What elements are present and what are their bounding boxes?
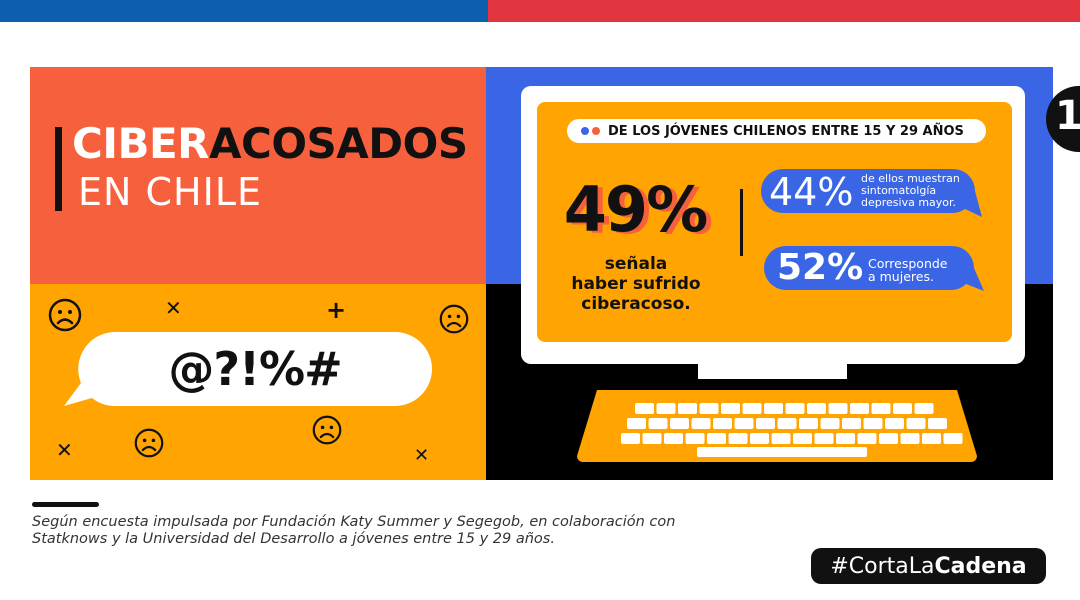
screen-header-text: DE LOS JÓVENES CHILENOS ENTRE 15 Y 29 AÑ… <box>608 123 964 139</box>
bubble-symbols: @?!%# <box>168 342 342 396</box>
keyboard-key <box>857 433 877 444</box>
keyboard-key <box>627 418 646 429</box>
keyboard-key <box>621 433 640 444</box>
stat-bubble-52 <box>764 246 984 291</box>
footer-line: Statknows y la Universidad del Desarroll… <box>32 531 555 547</box>
stat-desc-line: Corresponde <box>868 256 948 271</box>
sad-face-icon <box>48 298 82 332</box>
keyboard-key <box>685 433 705 444</box>
keyboard-key <box>771 433 791 444</box>
main-stat-desc-line: haber sufrido <box>571 274 701 294</box>
top-bar-blue <box>0 0 488 22</box>
keyboard-key <box>648 418 668 429</box>
stat-value-52: 52% <box>777 247 864 288</box>
keyboard-key <box>906 418 926 429</box>
title-part2: ACOSADOS <box>209 119 468 168</box>
stat-desc-44: de ellos muestran sintomatolgía depresiv… <box>861 173 960 209</box>
keyboard-key <box>656 403 676 414</box>
cross-icon: + <box>326 296 347 324</box>
keyboard-key <box>764 403 783 414</box>
blue-dot <box>581 127 589 135</box>
cross-icon: ✕ <box>414 445 430 466</box>
keyboard-key <box>799 418 818 429</box>
main-stat-desc-line: señala <box>604 254 668 274</box>
main-stat-value: 49% <box>563 173 708 246</box>
stat-desc-line: sintomatolgía <box>861 184 937 197</box>
keyboard-key <box>691 418 711 429</box>
title-accent-bar <box>55 127 62 211</box>
keyboard-key <box>750 433 769 444</box>
cross-icon: ✕ <box>56 438 73 462</box>
keyboard-key <box>914 403 934 414</box>
keyboard-key <box>836 433 855 444</box>
cross-icon: ✕ <box>165 296 182 320</box>
keyboard-key <box>879 433 898 444</box>
page-title: CIBERACOSADOS <box>72 120 468 168</box>
keyboard-key <box>850 403 869 414</box>
monitor-stand <box>698 362 847 379</box>
hashtag-badge: #CortaLa Cadena <box>811 548 1046 584</box>
keyboard-key <box>734 418 754 429</box>
keyboard-key <box>707 433 726 444</box>
hashtag-bold: Cadena <box>934 553 1027 579</box>
keyboard-key <box>713 418 732 429</box>
keyboard-key <box>842 418 861 429</box>
stat-desc-line: a mujeres. <box>868 269 934 284</box>
stat-desc-line: depresiva mayor. <box>861 196 957 209</box>
keyboard-key <box>871 403 891 414</box>
stat-bubble-44 <box>761 169 982 217</box>
keyboard-key <box>807 403 826 414</box>
keyboard-key <box>728 433 748 444</box>
keyboard-key <box>893 403 912 414</box>
keyboard-key <box>742 403 762 414</box>
keyboard-key <box>721 403 740 414</box>
stat-desc-line: de ellos muestran <box>861 172 960 185</box>
keyboard-key <box>820 418 840 429</box>
hashtag-prefix: #CortaLa <box>830 553 935 579</box>
page-subtitle: EN CHILE <box>78 170 263 214</box>
title-part1: CIBER <box>72 119 210 168</box>
keyboard-key <box>814 433 834 444</box>
keyboard-key <box>793 433 812 444</box>
keyboard-key <box>828 403 848 414</box>
footer-accent <box>32 502 99 507</box>
sad-face-icon <box>312 415 342 445</box>
title-panel <box>30 67 486 284</box>
keyboard-key <box>642 433 662 444</box>
footer-line: Según encuesta impulsada por Fundación K… <box>32 514 676 530</box>
keyboard-key <box>670 418 689 429</box>
keyboard-key <box>885 418 904 429</box>
keyboard-key <box>943 433 963 444</box>
keyboard-key <box>922 433 941 444</box>
speech-bubble-icon <box>64 332 432 406</box>
keyboard-key <box>863 418 883 429</box>
stat-desc-52: Corresponde a mujeres. <box>868 257 948 283</box>
keyboard-key <box>678 403 697 414</box>
keyboard-key <box>699 403 719 414</box>
top-bar-red <box>488 0 1080 22</box>
main-stat-desc: señala haber sufrido ciberacoso. <box>553 254 719 314</box>
keyboard-key <box>635 403 654 414</box>
keyboard-key <box>777 418 797 429</box>
keyboard-key <box>756 418 775 429</box>
sad-face-icon <box>134 428 164 458</box>
keyboard-key <box>900 433 920 444</box>
page-number: 1 <box>1055 93 1080 139</box>
keyboard-spacebar <box>697 447 867 457</box>
divider <box>740 189 743 256</box>
keyboard-key <box>664 433 683 444</box>
keyboard-key <box>928 418 947 429</box>
screen-header: DE LOS JÓVENES CHILENOS ENTRE 15 Y 29 AÑ… <box>567 119 986 143</box>
sad-face-icon <box>439 304 469 334</box>
main-stat-desc-line: ciberacoso. <box>581 294 691 314</box>
red-dot <box>592 127 600 135</box>
stat-value-44: 44% <box>769 170 854 214</box>
footer-source: Según encuesta impulsada por Fundación K… <box>32 514 832 548</box>
keyboard-icon <box>577 390 977 462</box>
keyboard-key <box>785 403 805 414</box>
